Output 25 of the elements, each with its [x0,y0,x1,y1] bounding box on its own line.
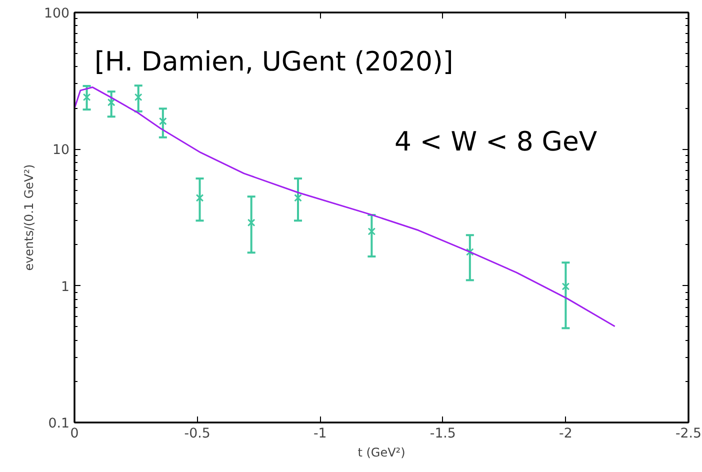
x-tick-label: 0 [70,426,79,442]
y-tick-label: 1 [61,280,70,295]
point [107,98,116,106]
x-tick-label: -0.5 [184,426,210,442]
x-tick-label: -2.5 [675,426,702,442]
y-tick-label: 10 [52,143,70,158]
x-tick-label: -1.5 [430,426,456,442]
x-tick-label: -1 [313,426,327,442]
point [196,194,204,202]
point [134,93,142,102]
x-tick-label: -2 [559,426,572,442]
point [466,248,474,256]
y-tick-label: 0.1 [48,416,70,432]
y-axis-title: events/(0.1 GeV²) [22,164,36,271]
annotation: 4 < W < 8 GeV [394,126,598,158]
point [82,93,91,102]
point [158,117,167,126]
line-series [74,86,616,328]
annotation: [H. Damien, UGent (2020)] [94,46,454,78]
x-axis-title: t (GeV²) [358,446,406,460]
point [368,228,376,236]
y-tick-label: 100 [44,6,70,22]
point [247,218,256,227]
point [294,194,302,202]
point [562,282,570,290]
